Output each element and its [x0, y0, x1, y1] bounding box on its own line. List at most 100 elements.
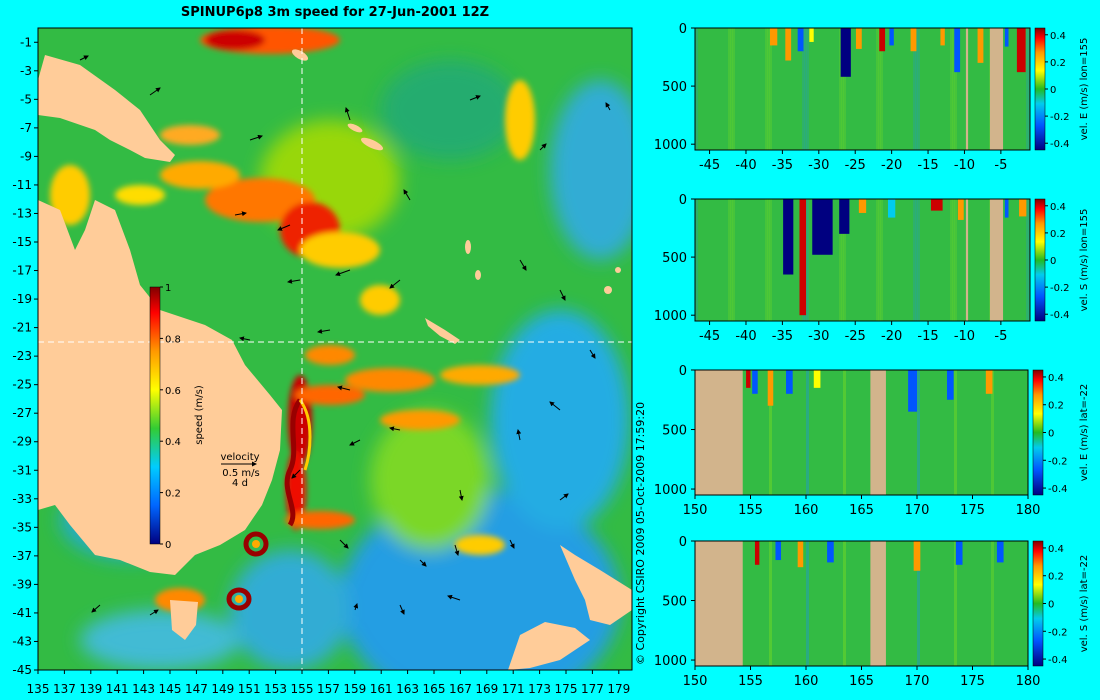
section-streak: [728, 28, 731, 150]
x-tick-label: 160: [794, 674, 819, 689]
x-tick-label: 157: [317, 682, 340, 696]
x-tick-label: 165: [849, 674, 874, 689]
section-feature: [908, 370, 917, 412]
section-streak: [806, 370, 809, 495]
y-tick-label: 1000: [654, 309, 687, 324]
x-tick-label: 143: [132, 682, 155, 696]
section-feature: [767, 370, 774, 406]
y-tick-label: -35: [12, 520, 32, 534]
x-tick-label: -15: [917, 158, 938, 173]
section-streak: [728, 199, 731, 321]
section-streak: [954, 28, 957, 150]
x-tick-label: 135: [27, 682, 50, 696]
section-streak: [917, 370, 920, 495]
x-tick-label: -30: [808, 329, 829, 344]
section-background: [695, 541, 1028, 666]
section-streak: [839, 28, 842, 150]
colorbar-tick-label: -0.4: [1050, 310, 1070, 321]
section-streak: [1026, 199, 1029, 321]
section-streak: [954, 541, 957, 666]
section-feature: [809, 28, 814, 42]
section-feature: [827, 541, 834, 563]
section-feature: [770, 28, 778, 46]
colorbar-tick-label: -0.2: [1048, 627, 1068, 638]
section-feature: [1004, 28, 1009, 47]
velocity-key-speed: 0.5 m/s: [222, 468, 259, 479]
x-tick-label: 160: [794, 503, 819, 518]
new-zealand-south: [508, 622, 590, 670]
velocity-vectors: [79, 55, 611, 616]
x-tick-label: -40: [735, 329, 756, 344]
y-tick-label: -15: [12, 235, 32, 249]
y-tick-label: -43: [12, 634, 32, 648]
colorbar-tick-label: 0.6: [165, 386, 181, 397]
section-feature: [889, 28, 894, 46]
section-feature: [840, 28, 851, 77]
colorbar-tick-label: 0: [165, 540, 171, 551]
chart-title: SPINUP6p8 3m speed for 27-Jun-2001 12Z: [181, 5, 489, 20]
y-tick-label: -3: [20, 64, 32, 78]
map-frame: [37, 27, 633, 671]
new-zealand-north: [560, 545, 632, 625]
section-frame: [694, 27, 1031, 151]
x-tick-label: 175: [555, 682, 578, 696]
speed-field: [38, 28, 632, 670]
section-land: [989, 199, 1004, 321]
section-streak: [917, 28, 920, 150]
x-tick-label: -15: [917, 329, 938, 344]
x-tick-label: 180: [1016, 503, 1041, 518]
section-streak: [769, 199, 772, 321]
section-streak: [950, 28, 953, 150]
x-tick-label: 141: [106, 682, 129, 696]
speed-colorbar-label: speed (m/s): [194, 385, 205, 445]
x-tick-label: 173: [528, 682, 551, 696]
section-streak: [876, 28, 879, 150]
section-streak: [767, 199, 770, 321]
x-tick-label: 171: [502, 682, 525, 696]
section-colorbar: [1032, 540, 1044, 667]
x-tick-label: 161: [370, 682, 393, 696]
map-x-axis: 135 137 139 141 143 145 147 149 151 153 155 157 159 1…: [27, 670, 630, 696]
section-panel-1: -45 -40 -35 -30 -25 -20 -15 -10 -5 0 500 1000 0.4 0.2…: [654, 22, 1090, 173]
x-tick-label: 169: [475, 682, 498, 696]
section-streak: [804, 28, 807, 150]
x-tick-label: -10: [954, 329, 975, 344]
speed-colorbar-ticks: 0 0.2 0.4 0.6 0.8 1: [160, 283, 181, 551]
section-streak: [843, 28, 846, 150]
y-tick-label: -45: [12, 663, 32, 677]
tasmania: [170, 600, 198, 640]
y-tick-label: -33: [12, 492, 32, 506]
colorbar-tick-label: -0.2: [1050, 283, 1070, 294]
section-land: [695, 370, 743, 495]
x-tick-label: 177: [581, 682, 604, 696]
section-feature: [813, 370, 821, 388]
colorbar-tick-label: 0: [1048, 600, 1054, 611]
colorbar-tick-label: 0.2: [1048, 572, 1064, 583]
section-streak: [730, 28, 733, 150]
x-tick-label: 165: [849, 503, 874, 518]
y-tick-label: -7: [20, 121, 32, 135]
section-feature: [930, 199, 943, 211]
section-streak: [841, 199, 844, 321]
x-tick-label: 155: [738, 503, 763, 518]
x-tick-label: -10: [954, 158, 975, 173]
section-streak: [769, 28, 772, 150]
section-feature: [955, 541, 963, 565]
colorbar-tick-label: 0.2: [1050, 58, 1066, 69]
x-tick-label: 150: [683, 674, 708, 689]
x-tick-label: -35: [772, 158, 793, 173]
x-tick-label: 147: [185, 682, 208, 696]
section-streak: [991, 541, 994, 666]
section-streak: [878, 199, 881, 321]
colorbar-tick-label: -0.2: [1048, 456, 1068, 467]
section-streak: [769, 370, 772, 495]
section-field: [695, 199, 1030, 321]
colorbar-tick-label: 0.2: [165, 489, 181, 500]
colorbar-tick-label: 0.4: [1048, 544, 1064, 555]
new-guinea: [38, 55, 175, 162]
section-streak: [952, 199, 955, 321]
section-streak: [1026, 28, 1029, 150]
x-tick-label: 159: [343, 682, 366, 696]
y-tick-label: -41: [12, 606, 32, 620]
section-streak: [843, 199, 846, 321]
